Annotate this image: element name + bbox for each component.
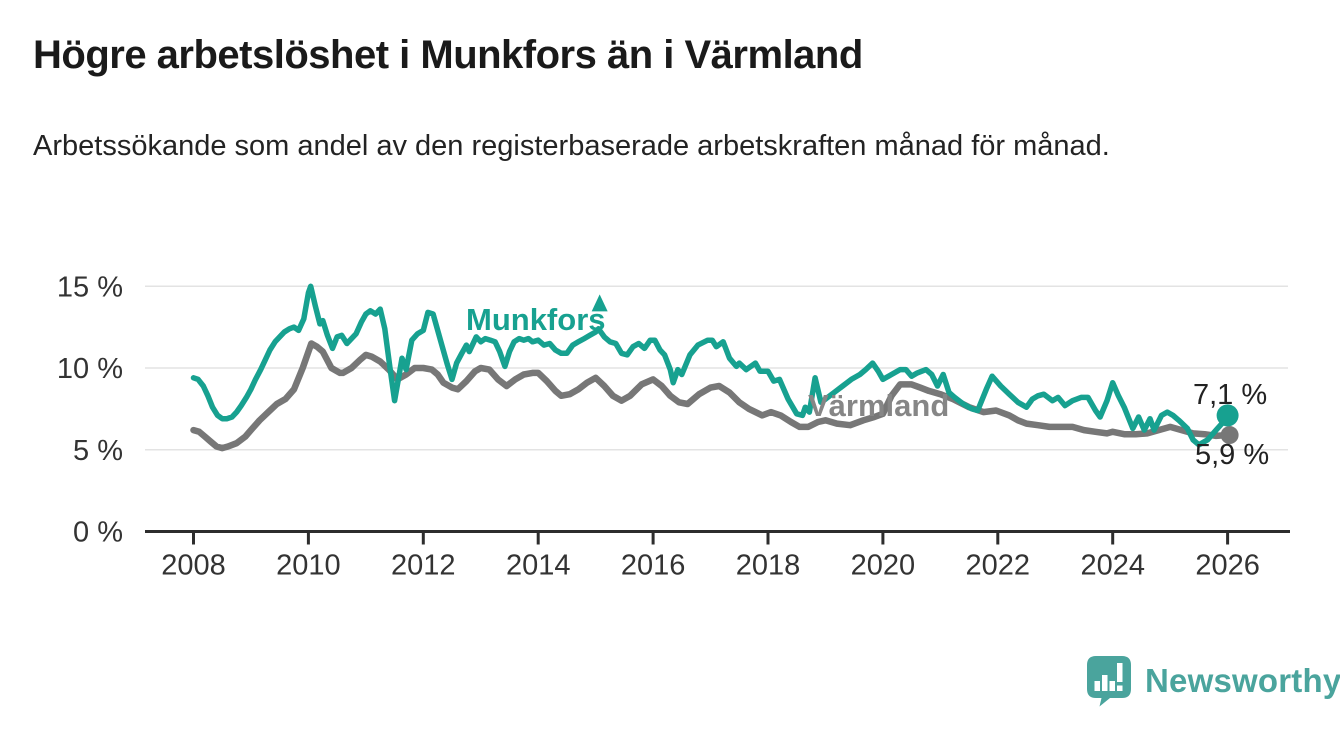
y-tick-label: 5 %	[73, 435, 123, 467]
page-title: Högre arbetslöshet i Munkfors än i Värml…	[33, 33, 863, 77]
end-dot-värmland	[1220, 426, 1239, 445]
unemployment-line-chart: 0 % 5 % 10 % 15 % 2008 2010 2012 2014 2016 2018 20…	[57, 271, 1290, 582]
x-tick-label: 2014	[506, 550, 571, 582]
x-tick-label: 2022	[966, 550, 1031, 582]
x-tick-label: 2024	[1080, 550, 1145, 582]
x-tick-label: 2010	[276, 550, 341, 582]
x-tick-label: 2008	[161, 550, 226, 582]
y-tick-label: 15 %	[57, 271, 123, 303]
chart-subtitle: Arbetssökande som andel av den registerb…	[33, 130, 1110, 162]
newsworthy-wordmark: Newsworthy	[1145, 662, 1340, 699]
series-label-munkfors: Munkfors	[466, 302, 606, 337]
y-tick-label: 0 %	[73, 517, 123, 549]
end-dot-munkfors	[1216, 404, 1239, 427]
x-tick-label: 2016	[621, 550, 686, 582]
x-tick-label: 2020	[851, 550, 916, 582]
newsworthy-bubble-chart-icon	[1087, 656, 1131, 707]
peak-triangle-marker	[591, 294, 608, 312]
x-tick-label: 2012	[391, 550, 456, 582]
series-label-varmland: Värmland	[808, 388, 950, 423]
series-line-munkfors	[190, 283, 1231, 448]
x-tick-label: 2026	[1195, 550, 1260, 582]
end-value-munkfors: 7,1 %	[1193, 379, 1268, 411]
x-tick-label: 2018	[736, 550, 801, 582]
newsworthy-logo: Newsworthy	[1086, 655, 1340, 707]
y-tick-label: 10 %	[57, 353, 123, 385]
end-value-varmland: 5,9 %	[1195, 439, 1270, 471]
series-line-värmland	[190, 340, 1231, 452]
